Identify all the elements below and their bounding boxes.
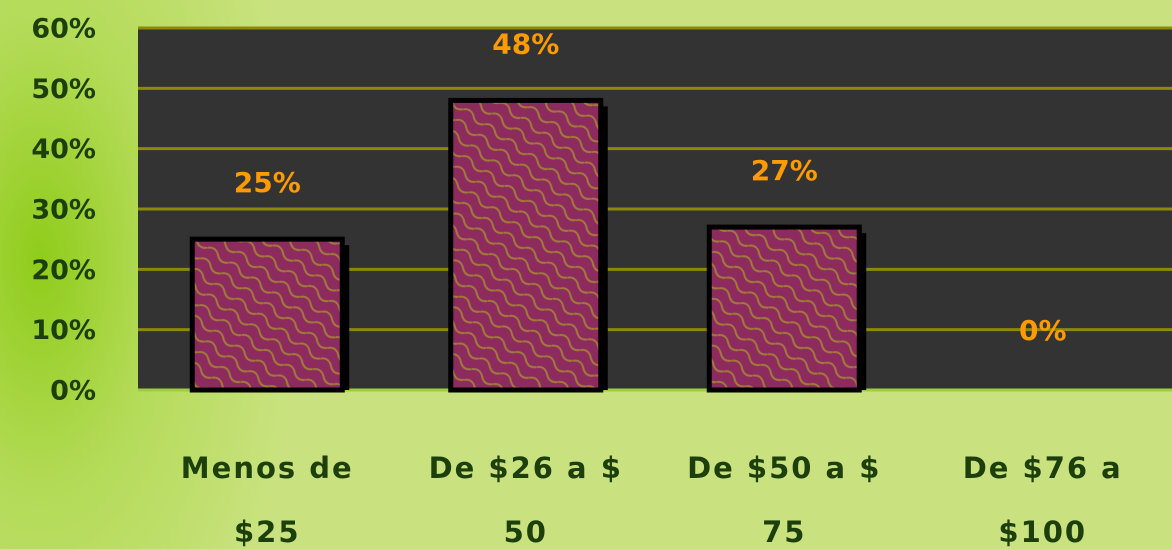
x-tick-label: Menos de $25 xyxy=(180,451,354,549)
data-label: 48% xyxy=(492,27,559,60)
x-tick-label: De $50 a $ 75 xyxy=(687,451,882,549)
bar xyxy=(448,97,604,393)
bar xyxy=(706,224,862,393)
data-label: 27% xyxy=(751,154,818,187)
y-tick-label: 0% xyxy=(50,376,96,407)
y-tick-label: 20% xyxy=(31,255,96,286)
x-tick-label: De $26 a $ 50 xyxy=(428,451,623,549)
x-tick-label: De $76 a $100 xyxy=(962,451,1123,549)
y-tick-label: 10% xyxy=(31,315,96,346)
y-tick-label: 30% xyxy=(31,195,96,226)
y-tick-label: 60% xyxy=(31,14,96,45)
y-tick-label: 50% xyxy=(31,74,96,105)
bar xyxy=(189,236,345,393)
data-label: 25% xyxy=(234,166,301,199)
y-tick-label: 40% xyxy=(31,134,96,165)
data-label: 0% xyxy=(1019,314,1067,347)
